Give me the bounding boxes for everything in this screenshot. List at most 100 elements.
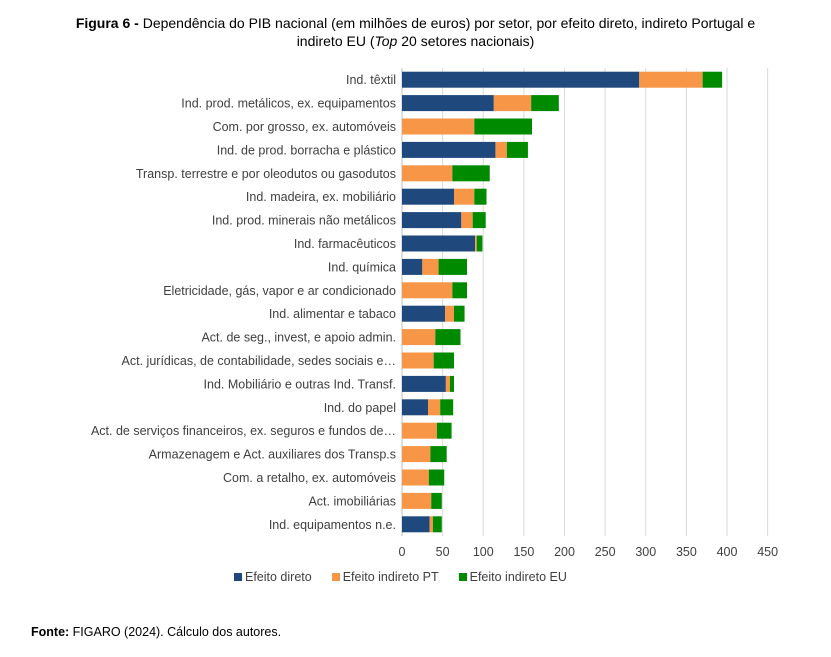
bar-segment-indirect-eu (474, 118, 532, 135)
bar-segment-indirect-pt (402, 422, 437, 439)
legend-label-indirect-pt: Efeito indireto PT (342, 570, 439, 584)
bar-segment-indirect-pt (422, 258, 439, 275)
bar-segment-direct (402, 235, 476, 252)
bar-segment-indirect-pt (428, 399, 441, 416)
category-label: Com. por grosso, ex. automóveis (213, 120, 396, 134)
legend-label-indirect-eu: Efeito indireto EU (469, 570, 567, 584)
bar-segment-indirect-pt (445, 305, 454, 322)
category-label: Act. de seg., invest, e apoio admin. (201, 331, 396, 345)
bar-segment-indirect-eu (436, 422, 452, 439)
figure-title-line2a: indireto EU ( (296, 33, 375, 49)
x-tick-label: 200 (554, 545, 575, 559)
category-label: Ind. prod. metálicos, ex. equipamentos (181, 97, 396, 111)
category-label: Act. jurídicas, de contabilidade, sedes … (122, 354, 396, 368)
x-tick-label: 150 (513, 545, 534, 559)
x-tick-label: 250 (595, 545, 616, 559)
x-tick-label: 100 (473, 545, 494, 559)
bar-segment-indirect-eu (430, 446, 447, 463)
category-label: Act. imobiliárias (308, 494, 396, 508)
category-label: Ind. madeira, ex. mobiliário (246, 190, 396, 204)
bar-segment-indirect-eu (702, 71, 723, 88)
legend-swatch-indirect-eu (458, 573, 467, 581)
bar-segment-indirect-eu (432, 516, 442, 533)
bar-segment-indirect-eu (476, 235, 483, 252)
bar-segment-indirect-eu (435, 329, 461, 346)
bar-segment-indirect-eu (452, 282, 467, 299)
bar-segment-indirect-pt (495, 141, 507, 158)
bar-segment-indirect-eu (438, 258, 467, 275)
bar-segment-indirect-pt (475, 235, 477, 252)
legend: Efeito direto Efeito indireto PT Efeito … (234, 570, 567, 584)
x-tick-label: 300 (635, 545, 656, 559)
bar-segment-direct (402, 141, 496, 158)
category-label: Ind. do papel (324, 401, 396, 415)
x-tick-label: 350 (676, 545, 697, 559)
legend-label-direct: Efeito direto (245, 570, 312, 584)
figure-title: Figura 6 - Dependência do PIB nacional (… (0, 14, 831, 50)
bars (402, 71, 723, 533)
x-axis-ticks: 0 50 100 150 200 250 300 350 400 450 (399, 545, 779, 559)
category-label: Armazenagem e Act. auxiliares dos Transp… (149, 448, 396, 462)
category-label: Ind. de prod. borracha e plástico (217, 143, 396, 157)
bar-segment-indirect-pt (493, 95, 532, 112)
x-tick-label: 0 (399, 545, 406, 559)
figure-label: Figura 6 - (75, 15, 139, 31)
category-label: Ind. alimentar e tabaco (269, 307, 396, 321)
bar-segment-indirect-eu (433, 352, 454, 369)
bar-segment-direct (402, 258, 423, 275)
bar-segment-direct (402, 188, 454, 205)
category-label: Eletricidade, gás, vapor e ar condiciona… (163, 284, 396, 298)
bar-segment-indirect-pt (454, 188, 475, 205)
gridlines (401, 68, 769, 536)
x-tick-label: 50 (436, 545, 450, 559)
bar-segment-indirect-pt (402, 492, 432, 509)
source-note: Fonte: FIGARO (2024). Cálculo dos autore… (31, 625, 281, 639)
category-label: Act. de serviços financeiros, ex. seguro… (91, 424, 396, 438)
bar-segment-direct (402, 212, 462, 229)
legend-item-indirect-eu: Efeito indireto EU (458, 570, 567, 584)
bar-segment-indirect-eu (531, 95, 559, 112)
bar-segment-indirect-pt (445, 375, 450, 392)
category-label: Transp. terrestre e por oleodutos ou gas… (136, 167, 396, 181)
bar-segment-direct (402, 375, 446, 392)
bar-segment-indirect-pt (429, 516, 433, 533)
legend-swatch-direct (234, 573, 242, 581)
bar-segment-indirect-eu (428, 469, 445, 486)
bar-segment-indirect-pt (461, 212, 473, 229)
figure-title-line2b: 20 setores nacionais) (397, 33, 535, 49)
bar-segment-indirect-eu (454, 305, 465, 322)
bar-segment-indirect-eu (431, 492, 442, 509)
legend-swatch-indirect-pt (331, 573, 340, 581)
category-label: Ind. farmacêuticos (294, 237, 396, 251)
bar-segment-direct (402, 516, 430, 533)
legend-item-direct: Efeito direto (234, 570, 312, 584)
category-label: Ind. equipamentos n.e. (269, 518, 396, 532)
category-label: Ind. prod. minerais não metálicos (212, 214, 396, 228)
bar-segment-indirect-eu (474, 188, 487, 205)
bar-segment-indirect-eu (440, 399, 454, 416)
figure-title-line1: Dependência do PIB nacional (em milhões … (138, 15, 756, 31)
bar-segment-indirect-eu (506, 141, 528, 158)
category-label: Com. a retalho, ex. automóveis (223, 471, 396, 485)
bar-segment-indirect-pt (402, 329, 436, 346)
bar-segment-indirect-pt (639, 71, 703, 88)
stacked-bar-chart: Ind. têxtil Ind. prod. metálicos, ex. equ… (91, 68, 779, 559)
legend-item-indirect-pt: Efeito indireto PT (331, 570, 439, 584)
category-labels: Ind. têxtil Ind. prod. metálicos, ex. equ… (91, 73, 396, 532)
source-label: Fonte: (31, 625, 70, 639)
bar-segment-direct (402, 95, 494, 112)
bar-segment-indirect-pt (402, 165, 453, 182)
bar-segment-indirect-eu (452, 165, 490, 182)
bar-segment-indirect-pt (402, 352, 434, 369)
bar-segment-indirect-pt (402, 118, 475, 135)
source-text: FIGARO (2024). Cálculo dos autores. (69, 625, 282, 639)
category-label: Ind. química (328, 260, 396, 274)
bar-segment-indirect-pt (402, 282, 453, 299)
bar-segment-direct (402, 305, 446, 322)
bar-segment-indirect-pt (402, 469, 429, 486)
bar-segment-direct (402, 399, 428, 416)
x-tick-label: 450 (757, 545, 778, 559)
bar-segment-indirect-eu (472, 212, 486, 229)
figure-title-italic: Top (374, 33, 398, 49)
bar-segment-direct (402, 71, 640, 88)
